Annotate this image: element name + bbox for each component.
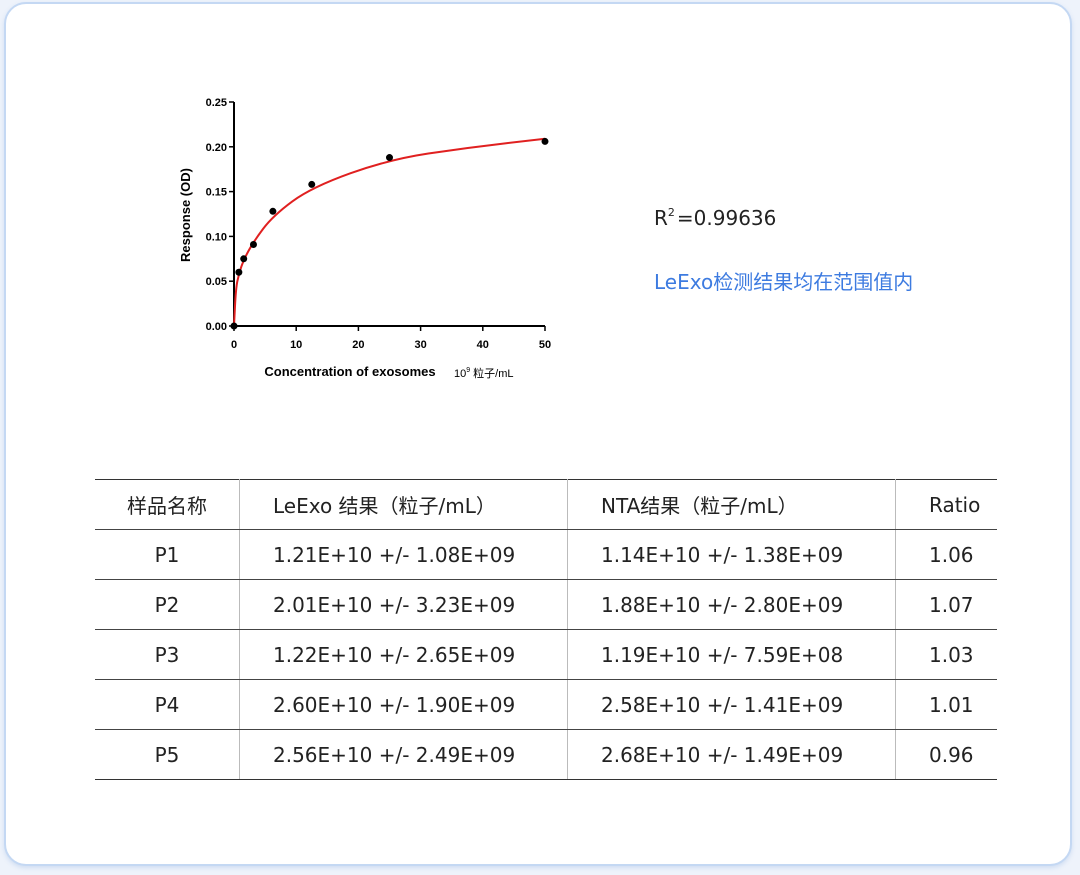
x-axis-unit-rest: 粒子/mL (473, 366, 513, 380)
cell-leexo: 2.60E+10 +/- 1.90E+09 (239, 679, 568, 730)
table-row: P5 2.56E+10 +/- 2.49E+09 2.68E+10 +/- 1.… (95, 729, 997, 780)
x-axis-unit: 109 粒子/mL (454, 366, 514, 380)
cell-leexo: 2.01E+10 +/- 3.23E+09 (239, 579, 568, 630)
x-tick-label: 50 (539, 339, 551, 351)
result-note: LeExo检测结果均在范围值内 (654, 270, 914, 294)
standard-curve-chart: 0 10 20 30 40 50 0.00 0.05 0.10 0.15 0.20 0.25 Resp… (178, 97, 552, 380)
cell-sample: P1 (95, 529, 240, 580)
data-point (240, 255, 248, 263)
y-tick-label: 0.20 (206, 142, 227, 154)
x-tick-label: 0 (231, 339, 237, 351)
cell-leexo: 1.21E+10 +/- 1.08E+09 (239, 529, 568, 580)
r-label: R (654, 206, 668, 230)
table-row: P2 2.01E+10 +/- 3.23E+09 1.88E+10 +/- 2.… (95, 579, 997, 630)
data-point (249, 240, 257, 248)
cell-ratio: 1.03 (895, 629, 997, 680)
header-nta-result: NTA结果（粒子/mL） (567, 479, 896, 530)
data-point (541, 137, 549, 145)
x-axis-unit-exp: 9 (466, 367, 470, 374)
y-tick-label: 0.15 (206, 187, 227, 199)
cell-ratio: 1.07 (895, 579, 997, 630)
x-axis-unit-base: 10 (454, 368, 466, 380)
cell-sample: P3 (95, 629, 240, 680)
cell-ratio: 1.06 (895, 529, 997, 580)
header-ratio: Ratio (895, 479, 997, 530)
cell-nta: 1.19E+10 +/- 7.59E+08 (567, 629, 896, 680)
table-row: P1 1.21E+10 +/- 1.08E+09 1.14E+10 +/- 1.… (95, 529, 997, 580)
data-point (269, 207, 277, 215)
chart-axes: 0 10 20 30 40 50 0.00 0.05 0.10 0.15 0.20 0.25 (206, 97, 552, 351)
x-tick-label: 10 (290, 339, 302, 351)
cell-sample: P2 (95, 579, 240, 630)
x-tick-label: 40 (477, 339, 489, 351)
r-squared-value: R2 =0.99636 (654, 206, 776, 230)
y-tick-label: 0.10 (206, 231, 227, 243)
cell-sample: P4 (95, 679, 240, 730)
cell-nta: 1.88E+10 +/- 2.80E+09 (567, 579, 896, 630)
cell-nta: 2.58E+10 +/- 1.41E+09 (567, 679, 896, 730)
cell-nta: 2.68E+10 +/- 1.49E+09 (567, 729, 896, 780)
data-point (235, 268, 243, 276)
cell-ratio: 1.01 (895, 679, 997, 730)
header-sample-name: 样品名称 (95, 479, 240, 530)
x-tick-label: 20 (352, 339, 364, 351)
y-axis-label: Response (OD) (178, 168, 193, 262)
cell-nta: 1.14E+10 +/- 1.38E+09 (567, 529, 896, 580)
results-table: 样品名称 LeExo 结果（粒子/mL） NTA结果（粒子/mL） Ratio … (95, 479, 997, 780)
data-points (230, 137, 549, 330)
r-number: =0.99636 (676, 206, 777, 230)
x-axis-label: Concentration of exosomes (264, 364, 435, 379)
fit-curve (233, 137, 546, 327)
y-tick-label: 0.00 (206, 321, 227, 333)
table-row: P4 2.60E+10 +/- 1.90E+09 2.58E+10 +/- 1.… (95, 679, 997, 730)
data-point (386, 154, 393, 162)
y-tick-label: 0.05 (206, 276, 227, 288)
y-tick-label: 0.25 (206, 97, 227, 109)
cell-ratio: 0.96 (895, 729, 997, 780)
cell-sample: P5 (95, 729, 240, 780)
cell-leexo: 1.22E+10 +/- 2.65E+09 (239, 629, 568, 680)
cell-leexo: 2.56E+10 +/- 2.49E+09 (239, 729, 568, 780)
table-header-row: 样品名称 LeExo 结果（粒子/mL） NTA结果（粒子/mL） Ratio (95, 479, 997, 530)
table-row: P3 1.22E+10 +/- 2.65E+09 1.19E+10 +/- 7.… (95, 629, 997, 680)
data-point (308, 180, 316, 188)
x-tick-label: 30 (414, 339, 426, 351)
header-leexo-result: LeExo 结果（粒子/mL） (239, 479, 568, 530)
r-superscript: 2 (667, 206, 675, 219)
data-point (230, 322, 238, 330)
